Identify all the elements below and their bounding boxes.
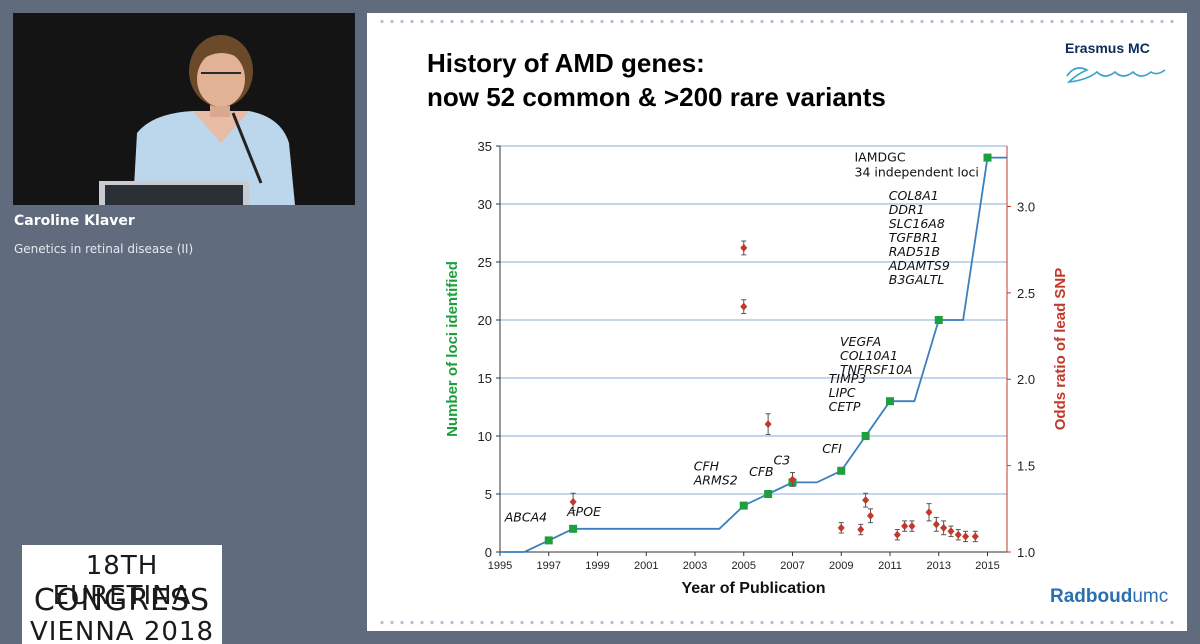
odds-marker — [740, 302, 748, 311]
odds-marker — [837, 523, 845, 532]
odds-marker — [867, 511, 874, 520]
odds-marker — [947, 527, 955, 536]
annotation-label: 34 independent loci — [855, 165, 979, 180]
odds-marker — [901, 522, 909, 531]
slide-title: History of AMD genes: now 52 common & >2… — [427, 46, 886, 114]
annotation-label: CFB — [749, 464, 774, 479]
annotation-label: APOE — [566, 504, 601, 519]
amd-loci-chart: 1995 1997 1999 2001 2003 2005 2007 2009 2011 2013… — [444, 139, 1069, 597]
annotation-label: RAD51B — [889, 244, 940, 259]
y-tick-label: 30 — [478, 197, 492, 212]
odds-marker — [962, 532, 970, 541]
odds-marker — [940, 523, 948, 532]
annotation-label: COL8A1 — [889, 188, 939, 203]
x-tick-label: 1995 — [488, 560, 512, 572]
y-tick-label: 10 — [478, 429, 492, 444]
presentation-slide: History of AMD genes: now 52 common & >2… — [367, 13, 1187, 631]
congress-line-3: VIENNA 2018 — [30, 617, 214, 644]
annotation-label: TGFBR1 — [889, 230, 939, 245]
loci-marker — [934, 316, 943, 324]
odds-marker — [857, 525, 865, 534]
annotation-label: TNFRSF10A — [840, 362, 912, 377]
annotation-label: CFI — [822, 441, 842, 456]
y2-tick-label: 1.0 — [1017, 545, 1035, 560]
odds-marker — [932, 520, 940, 529]
odds-marker — [908, 522, 916, 531]
odds-marker — [862, 496, 870, 505]
y-tick-label: 35 — [478, 139, 492, 154]
y-tick-label: 5 — [485, 487, 492, 502]
odds-marker — [954, 530, 962, 539]
x-tick-label: 2003 — [683, 560, 707, 572]
annotation-label: DDR1 — [889, 202, 925, 217]
slide-title-line-1: History of AMD genes: — [427, 48, 705, 78]
y-tick-label: 15 — [478, 371, 492, 386]
odds-marker — [971, 532, 979, 541]
y2-tick-label: 2.0 — [1017, 372, 1035, 387]
annotation-label: CETP — [829, 399, 861, 414]
congress-line-1: 18TH EURETINA — [52, 551, 192, 611]
annotation-label: VEGFA — [840, 334, 881, 349]
annotation-label: LIPC — [829, 385, 856, 400]
annotation-label: IAMDGC — [855, 150, 906, 165]
loci-marker — [569, 524, 578, 533]
erasmus-signature-icon — [1066, 67, 1166, 84]
annotation-label: TIMP3 — [829, 371, 867, 386]
slide-top-border — [377, 19, 1177, 24]
euretina-congress-logo: 18TH EURETINA CONGRESS VIENNA 2018 — [22, 545, 222, 644]
x-tick-label: 2007 — [780, 560, 804, 572]
loci-marker — [764, 490, 773, 498]
odds-marker — [893, 530, 901, 539]
odds-marker — [789, 475, 796, 484]
loci-marker — [983, 153, 992, 162]
y-tick-label: 25 — [478, 255, 492, 270]
annotation-label: ADAMTS9 — [888, 258, 950, 273]
annotation-label: SLC16A8 — [889, 216, 945, 231]
annotation-label: B3GALTL — [889, 272, 945, 287]
radboud-logo-part-2: umc — [1132, 586, 1169, 607]
x-tick-label: 2013 — [927, 560, 951, 572]
odds-marker — [740, 243, 748, 252]
y-tick-label: 20 — [478, 313, 492, 328]
x-tick-label: 2001 — [634, 560, 658, 572]
odds-marker — [925, 508, 933, 517]
loci-line — [500, 156, 1007, 553]
y2-axis-label: Odds ratio of lead SNP — [1052, 268, 1069, 431]
x-tick-label: 2011 — [878, 560, 902, 572]
y2-tick-label: 2.5 — [1017, 286, 1035, 301]
erasmus-mc-text: Erasmus MC — [1065, 40, 1150, 56]
annotation-label: ABCA4 — [504, 509, 547, 524]
talk-title: Genetics in retinal disease (II) — [14, 242, 194, 256]
slide-title-line-2: now 52 common & >200 rare variants — [427, 82, 886, 112]
speaker-name: Caroline Klaver — [14, 213, 135, 229]
loci-marker — [861, 432, 870, 440]
loci-marker — [739, 501, 748, 510]
odds-marker — [764, 420, 772, 429]
radboud-umc-logo: Radboudumc — [1050, 586, 1168, 608]
erasmus-mc-logo: Erasmus MC — [1057, 38, 1177, 88]
x-tick-label: 1999 — [585, 560, 609, 572]
annotation-label: CFH — [694, 459, 720, 474]
speaker-video — [13, 13, 355, 205]
annotation-label: C3 — [774, 452, 791, 467]
y2-tick-label: 1.5 — [1017, 459, 1035, 474]
x-tick-label: 2015 — [975, 560, 999, 572]
radboud-logo-part-1: Radboud — [1050, 586, 1133, 607]
y-tick-label: 0 — [485, 545, 492, 560]
loci-marker — [544, 536, 553, 545]
loci-marker — [837, 466, 846, 475]
annotation-label: ARMS2 — [693, 473, 738, 488]
x-tick-label: 2005 — [732, 560, 756, 572]
loci-marker — [886, 397, 894, 406]
x-tick-label: 2009 — [829, 560, 853, 572]
x-axis-label: Year of Publication — [681, 580, 825, 597]
speaker-video-image — [13, 13, 355, 205]
y-axis-label: Number of loci identified — [444, 261, 461, 437]
odds-marker — [569, 497, 577, 506]
y2-tick-label: 3.0 — [1017, 199, 1035, 214]
congress-line-2: CONGRESS — [33, 583, 211, 618]
annotation-label: COL10A1 — [840, 348, 898, 363]
slide-bottom-border — [377, 620, 1177, 625]
x-tick-label: 1997 — [537, 560, 561, 572]
